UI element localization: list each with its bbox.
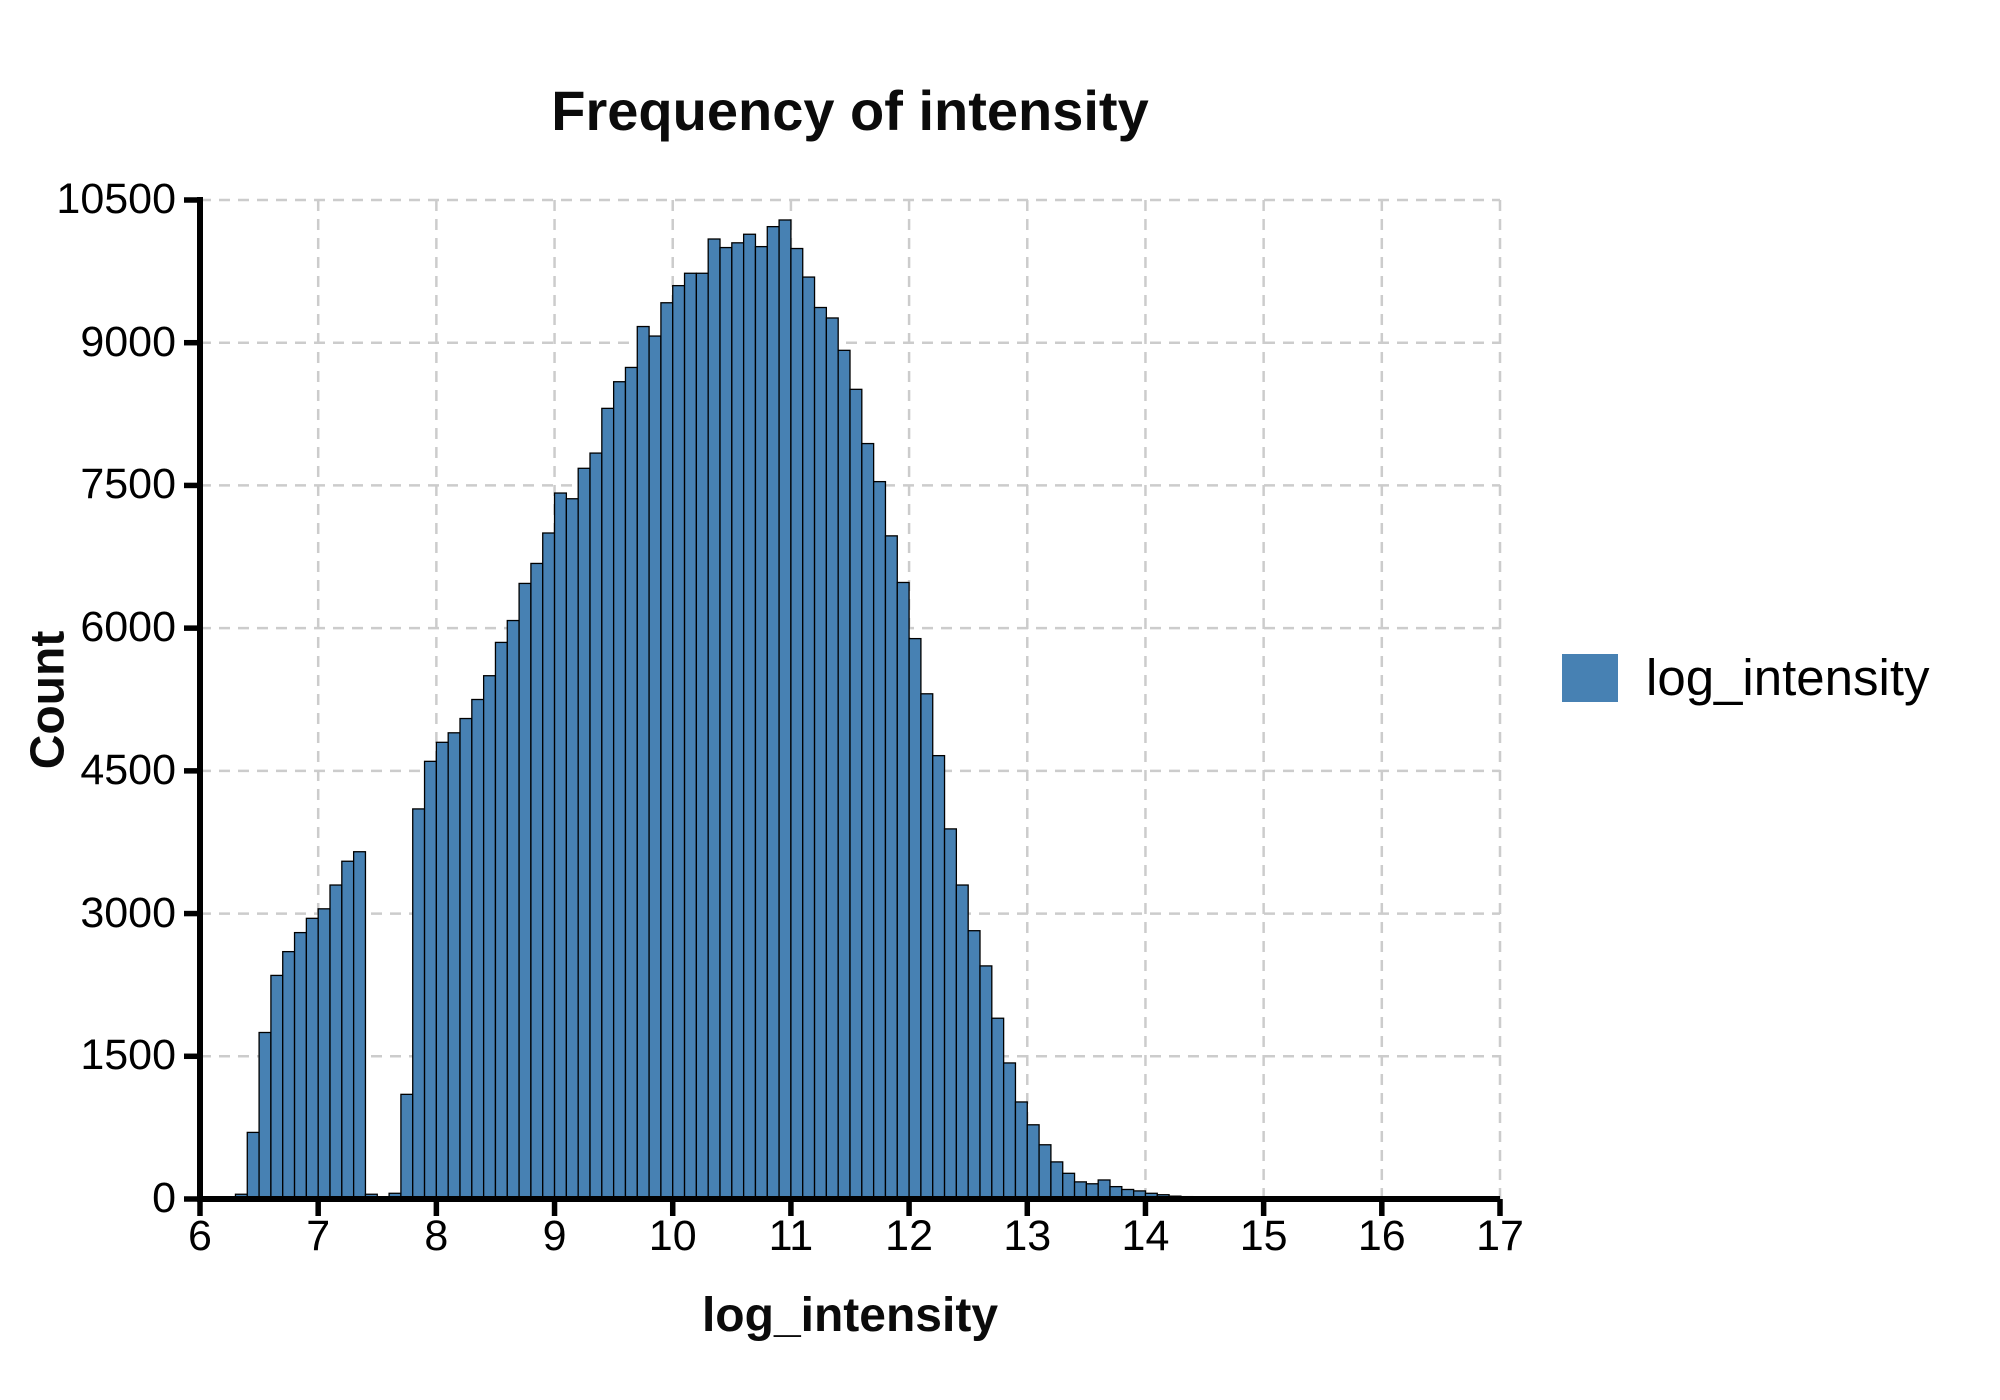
histogram-bar [802,276,816,1200]
histogram-bar [636,325,650,1200]
histogram-bar [849,388,863,1200]
histogram-bar [1050,1161,1064,1200]
histogram-bar [790,247,804,1200]
histogram-bar [624,366,638,1200]
histogram-bar [317,908,331,1200]
histogram-bar [991,1017,1005,1200]
histogram-bar [246,1131,260,1200]
histogram-bar [542,532,556,1200]
histogram-bar [861,442,875,1200]
x-tick-label: 9 [542,1212,567,1260]
histogram-bar [293,931,308,1200]
histogram-bar [352,851,367,1200]
histogram-bar [258,1031,272,1200]
histogram-bar [565,498,579,1200]
histogram-bar [742,233,757,1200]
histogram-bar [1014,1101,1028,1200]
histogram-bar [908,637,922,1200]
histogram-bar [270,974,284,1200]
histogram-bar [423,760,438,1200]
histogram-bar [329,884,343,1200]
histogram-bar [506,619,520,1200]
x-tick-label: 6 [188,1212,212,1260]
histogram-bar [719,246,733,1200]
histogram-bar [955,884,969,1200]
histogram-bar [825,317,839,1200]
histogram-bar [530,562,544,1200]
histogram-bar [553,492,568,1200]
histogram-bar [884,535,898,1200]
histogram-bar [1062,1172,1076,1200]
x-tick-label: 13 [1003,1212,1052,1260]
histogram-bar [577,467,591,1200]
histogram-bar [660,302,674,1200]
histogram-bar [778,219,792,1200]
histogram-bar [518,582,532,1200]
histogram-bar [1038,1144,1052,1200]
y-tick-label: 6000 [80,603,176,652]
y-tick-label: 9000 [80,317,176,366]
histogram-bar [400,1093,414,1200]
histogram-bar [412,808,426,1200]
histogram-bar [341,860,355,1200]
x-tick-label: 11 [768,1212,814,1260]
y-tick-label: 4500 [80,745,176,794]
histogram-bar [979,965,993,1200]
histogram-bar [589,452,603,1200]
y-tick-label: 0 [152,1174,176,1222]
histogram-bar [920,693,934,1200]
x-tick-label: 17 [1476,1212,1524,1260]
histogram-bar [872,480,887,1200]
histogram-bar [482,675,497,1200]
histogram-bar [494,641,508,1200]
y-tick-label: 7500 [80,460,176,509]
legend-label: log_intensity [1646,649,1930,706]
histogram-bar [837,349,851,1200]
histogram-bar [1002,1062,1017,1200]
legend: log_intensity [1562,648,1930,707]
histogram-bar [695,272,709,1200]
y-tick-label: 3000 [80,888,176,937]
histogram-bar [943,828,958,1200]
histogram-bar [754,245,768,1200]
x-tick-label: 12 [885,1212,933,1260]
x-tick-label: 14 [1121,1212,1170,1260]
histogram-bar [766,225,780,1200]
histogram-bar [1026,1124,1040,1200]
histogram-bar [282,950,296,1200]
histogram-bar [648,335,662,1200]
histogram-bar [435,741,449,1200]
legend-swatch-log-intensity [1562,653,1618,702]
x-tick-label: 16 [1357,1212,1406,1260]
histogram-bar [305,917,319,1200]
histogram-bar [932,754,946,1200]
histogram-bar [471,698,485,1200]
x-axis-title: log_intensity [701,1289,999,1342]
x-tick-label: 8 [424,1212,449,1260]
y-tick-label: 10500 [56,175,176,223]
histogram-bar [447,732,461,1200]
y-tick-label: 1500 [80,1031,176,1080]
histogram-bar [601,407,615,1200]
histogram-bar [459,717,473,1200]
histogram-bar [672,284,686,1200]
histogram-bar [896,581,910,1200]
chart-title: Frequency of intensity [551,79,1149,142]
histogram-bar [967,930,981,1200]
x-tick-label: 7 [306,1212,331,1260]
histogram-bar [707,238,721,1200]
histogram-bar [813,306,828,1200]
x-tick-label: 10 [648,1212,697,1260]
x-tick-label: 15 [1239,1212,1288,1260]
histogram-bar [683,272,698,1200]
histogram-bar [612,381,627,1200]
histogram-bar [731,242,745,1200]
